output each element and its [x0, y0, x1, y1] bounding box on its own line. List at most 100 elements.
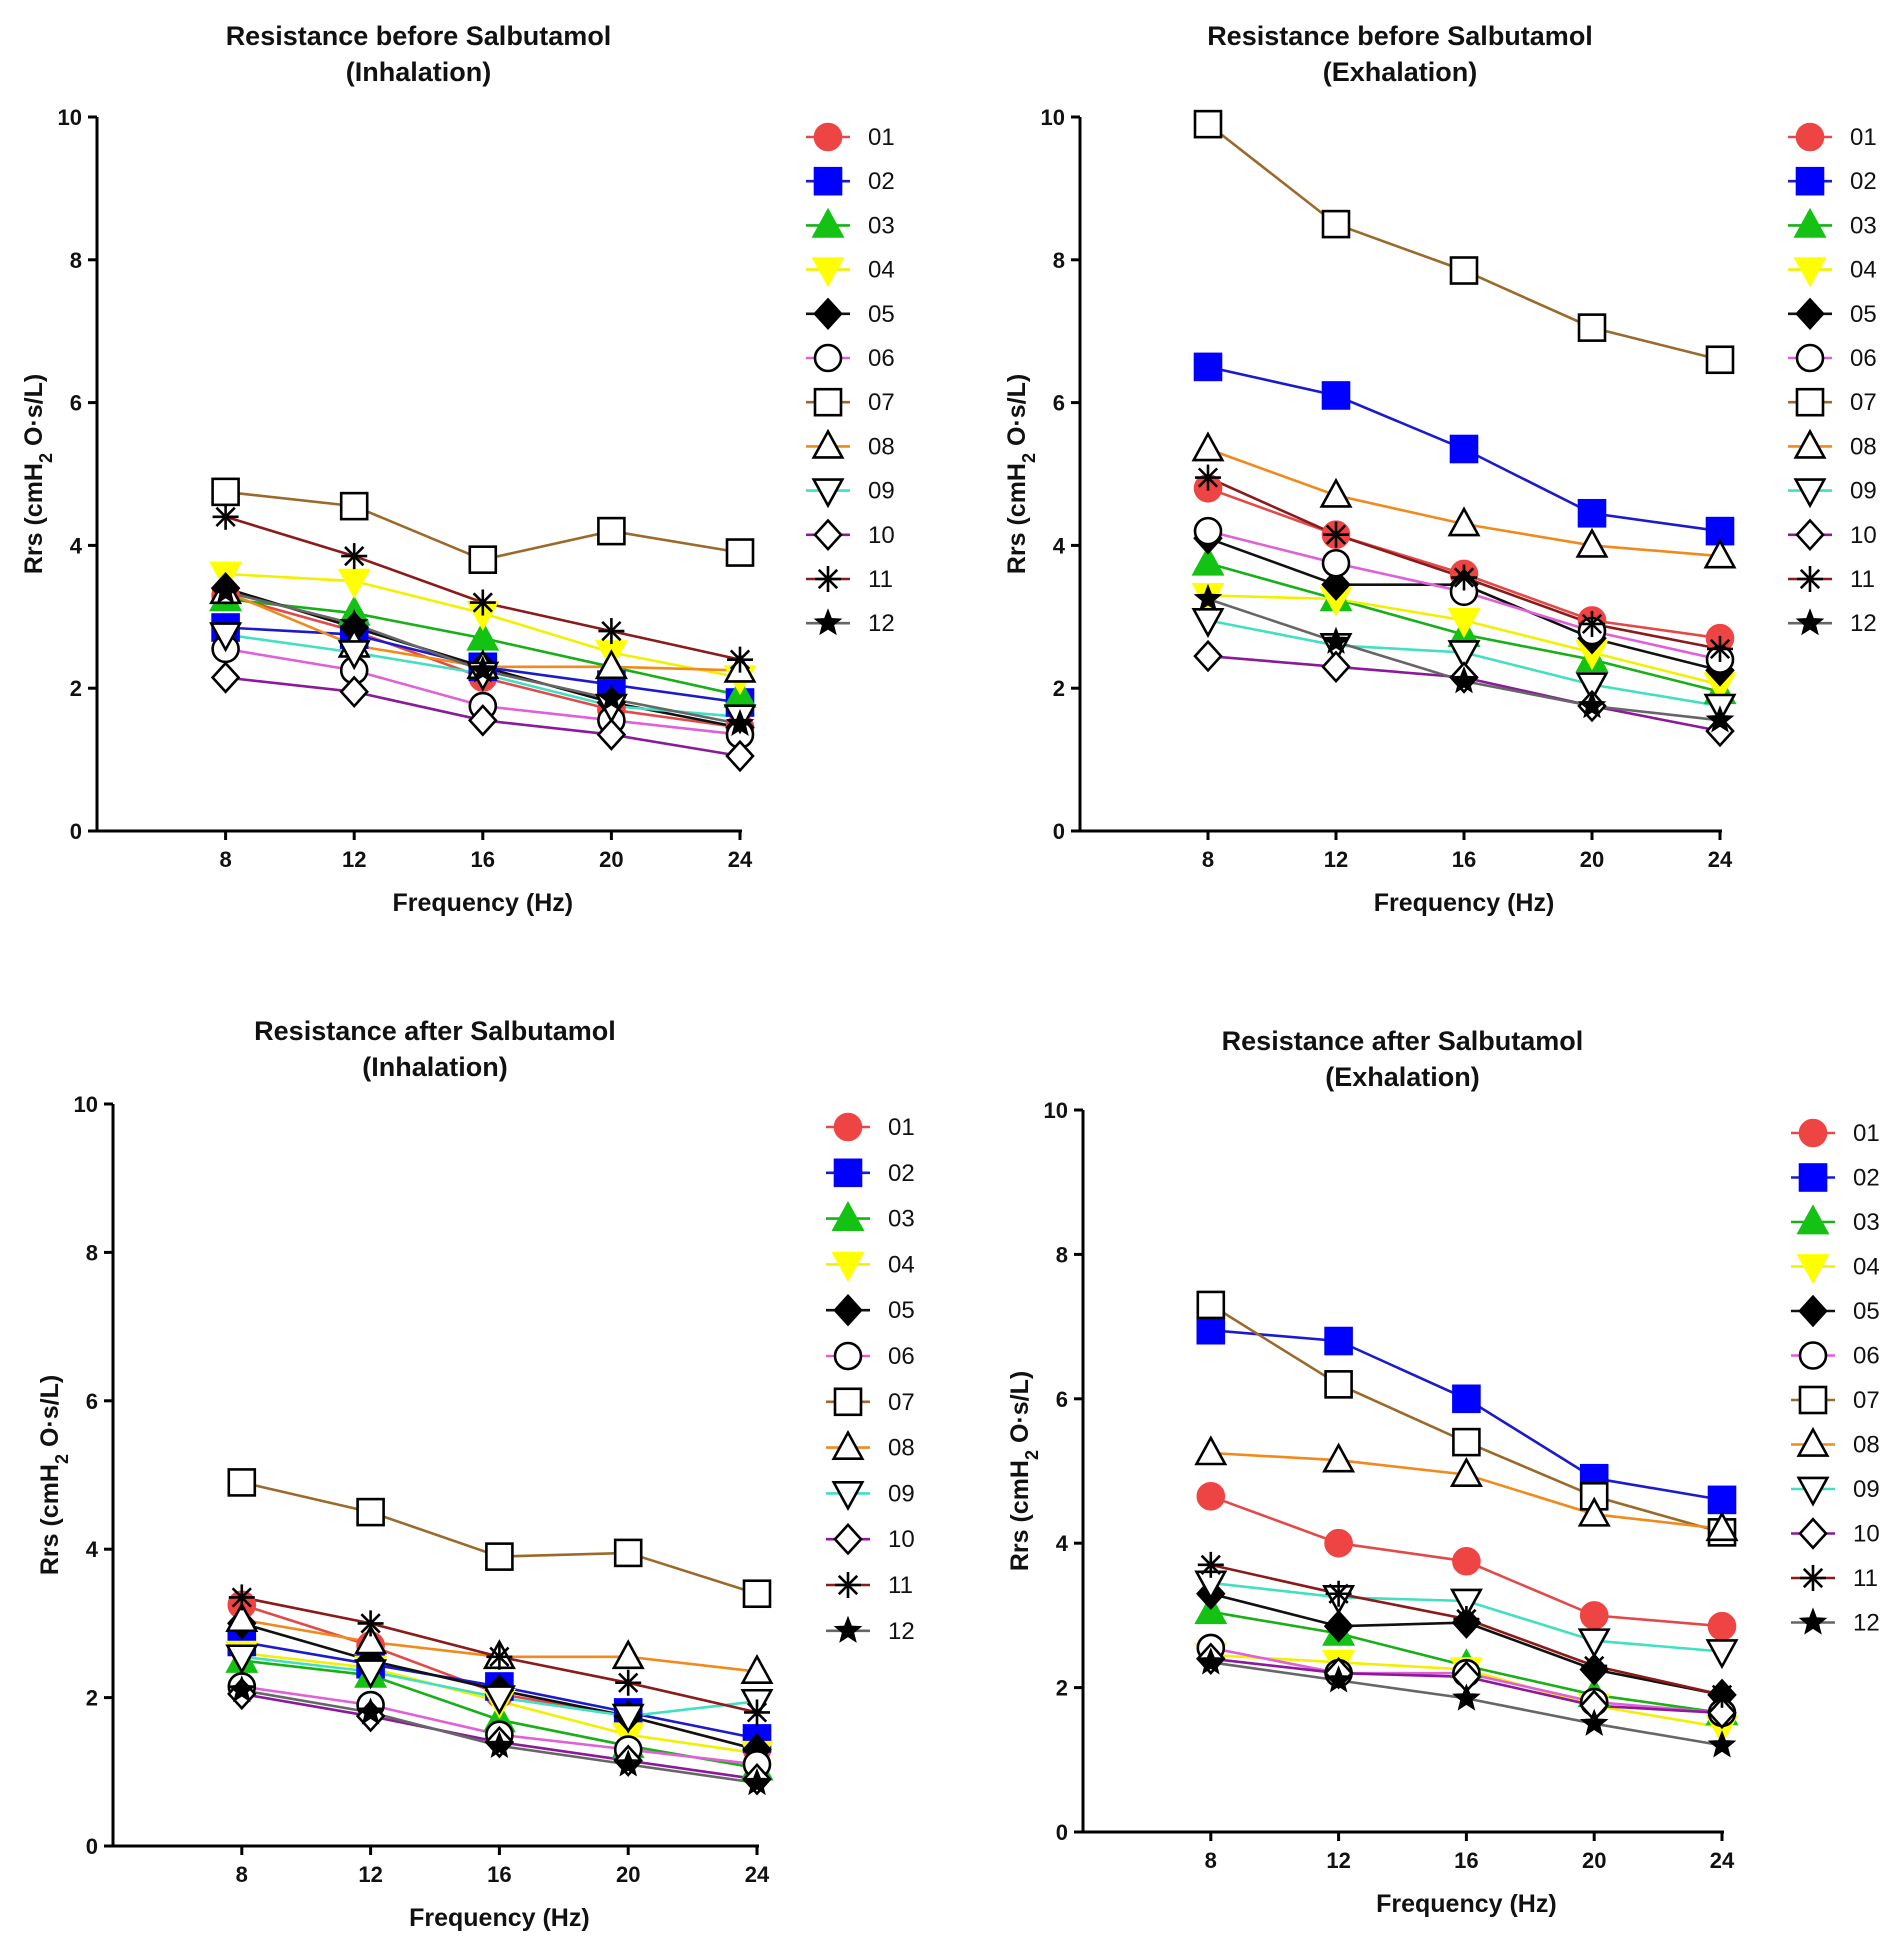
data-point-08 [1575, 527, 1609, 558]
legend-marker-02 [833, 1158, 863, 1188]
data-point-11 [1581, 1652, 1608, 1679]
data-point-01 [1707, 1611, 1737, 1641]
data-point-07 [227, 1468, 257, 1497]
y-tick-label: 6 [86, 1389, 98, 1414]
x-tick-label: 16 [471, 847, 495, 872]
y-tick-label: 2 [1056, 1676, 1068, 1701]
data-point-12 [1449, 665, 1479, 694]
x-tick-label: 16 [1454, 1848, 1478, 1873]
legend-label-01: 01 [1850, 124, 1877, 151]
data-point-07 [597, 516, 626, 546]
data-point-09 [337, 640, 371, 671]
data-point-02 [1452, 1384, 1481, 1414]
data-point-11 [212, 503, 239, 530]
data-point-07 [1452, 1427, 1481, 1457]
legend-marker-07 [833, 1387, 863, 1417]
data-point-08 [1447, 506, 1481, 537]
legend-label-08: 08 [888, 1435, 915, 1462]
legend-marker-12 [1798, 1607, 1828, 1635]
legend-label-10: 10 [868, 522, 895, 549]
x-tick-label: 16 [1452, 847, 1476, 872]
legend-marker-10 [1798, 1517, 1828, 1550]
data-point-11 [1195, 464, 1221, 491]
data-point-02 [1196, 1315, 1226, 1345]
data-point-08 [611, 1639, 645, 1670]
y-tick-label: 8 [1056, 1242, 1068, 1267]
data-point-11 [486, 1643, 513, 1670]
legend-label-01: 01 [888, 1114, 915, 1141]
data-point-12 [1324, 1665, 1353, 1693]
x-tick-label: 20 [1582, 1848, 1606, 1873]
y-axis-label: Rrs (cmH2 O·s/L) [1003, 374, 1039, 574]
data-point-11 [1579, 610, 1605, 637]
chart-panel-4: Resistance after Salbutamol (Exhalation) 0… [1006, 1026, 1880, 1918]
legend-marker-03 [1793, 207, 1827, 238]
y-tick-label: 2 [70, 676, 82, 701]
data-point-11 [228, 1584, 255, 1611]
data-point-07 [1324, 1370, 1353, 1399]
data-point-09 [209, 622, 243, 653]
x-axis-label: Frequency (Hz) [1374, 889, 1555, 917]
data-point-12 [597, 683, 626, 712]
y-tick-label: 6 [1056, 1387, 1068, 1412]
legend-label-06: 06 [868, 345, 895, 372]
data-point-08 [1194, 1435, 1228, 1466]
legend-marker-09 [831, 1481, 865, 1512]
x-tick-label: 20 [599, 847, 623, 872]
legend-label-07: 07 [888, 1389, 915, 1416]
legend-marker-11 [815, 566, 841, 592]
legend-label-12: 12 [1853, 1610, 1880, 1637]
data-point-12 [227, 1675, 257, 1703]
legend-label-10: 10 [1850, 522, 1877, 549]
data-point-07 [1577, 313, 1607, 342]
legend-marker-12 [833, 1615, 863, 1643]
legend-marker-08 [1793, 428, 1827, 459]
legend-label-05: 05 [1853, 1298, 1880, 1325]
legend-marker-02 [1798, 1163, 1828, 1192]
legend: 01 02 03 04 05 06 07 08 09 10 11 12 [806, 122, 895, 637]
data-point-04 [1447, 608, 1481, 639]
data-point-01 [1324, 1528, 1353, 1558]
data-point-12 [1321, 626, 1351, 654]
x-tick-label: 8 [1202, 847, 1214, 872]
legend-marker-11 [1800, 1565, 1826, 1591]
data-point-10 [725, 739, 755, 773]
data-point-12 [468, 655, 498, 683]
legend-label-04: 04 [868, 257, 895, 284]
data-point-07 [485, 1542, 514, 1571]
x-tick-label: 24 [745, 1862, 770, 1887]
data-point-07 [725, 538, 755, 567]
y-tick-label: 0 [1053, 819, 1065, 844]
data-point-07 [211, 477, 240, 507]
legend-label-08: 08 [1850, 433, 1877, 460]
data-point-09 [1447, 640, 1481, 671]
x-tick-label: 12 [1326, 1848, 1350, 1873]
legend-marker-06 [1795, 343, 1825, 373]
data-point-08 [594, 649, 628, 680]
legend-label-10: 10 [888, 1526, 915, 1553]
data-point-11 [1453, 1606, 1480, 1633]
data-point-11 [1325, 1580, 1352, 1607]
data-point-09 [1577, 1628, 1611, 1659]
data-point-09 [1191, 608, 1225, 639]
legend-label-09: 09 [1853, 1476, 1880, 1503]
y-tick-label: 4 [1056, 1531, 1069, 1556]
legend-marker-07 [813, 387, 843, 417]
y-axis-label: Rrs (cmH2 O·s/L) [1006, 1371, 1042, 1571]
data-point-12 [725, 708, 755, 737]
legend-marker-01 [1798, 1118, 1828, 1148]
legend-marker-04 [1793, 257, 1827, 288]
data-point-08 [1322, 1442, 1356, 1473]
data-point-11 [615, 1669, 642, 1696]
legend-label-12: 12 [888, 1618, 915, 1645]
data-point-06 [1321, 548, 1351, 578]
legend-label-08: 08 [1853, 1432, 1880, 1459]
legend: 01 02 03 04 05 06 07 08 09 10 11 12 [826, 1112, 915, 1645]
data-point-10 [339, 675, 369, 709]
data-point-06 [1193, 516, 1223, 546]
data-point-12 [211, 576, 240, 605]
legend-marker-04 [811, 257, 845, 288]
legend-marker-04 [831, 1252, 865, 1283]
legend-label-03: 03 [1853, 1209, 1880, 1236]
data-point-10 [468, 704, 498, 737]
